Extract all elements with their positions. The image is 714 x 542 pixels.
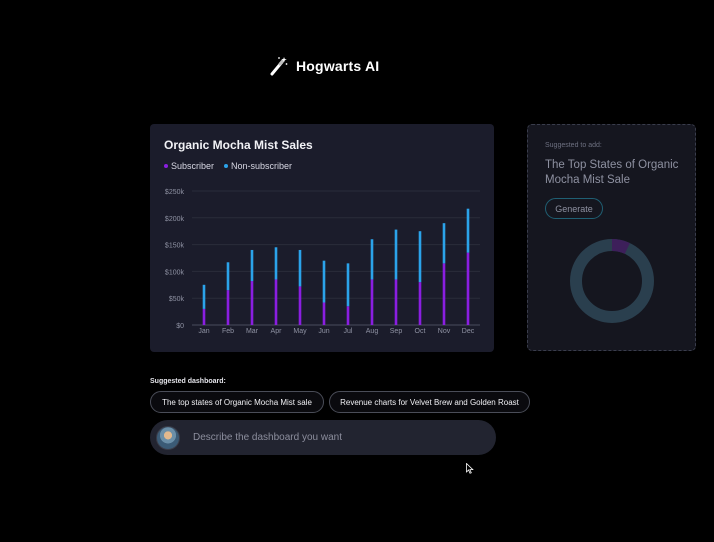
avatar[interactable] [156, 425, 180, 450]
bar-non-subscriber [418, 231, 422, 283]
bar-subscriber [442, 263, 446, 325]
legend-label-subscriber: Subscriber [171, 161, 215, 171]
bar-subscriber [394, 279, 398, 325]
donut-chart-preview [570, 239, 654, 323]
suggestion-chip-revenue-charts[interactable]: Revenue charts for Velvet Brew and Golde… [329, 391, 530, 413]
mouse-cursor-icon [466, 463, 474, 474]
bar-chart: $0 $50k $100k $150k $200k $250k Jan Feb Mar Apr Ma… [165, 189, 480, 335]
donut-segment [570, 239, 654, 323]
x-tick-label: Apr [271, 328, 283, 335]
bar-subscriber [322, 302, 326, 325]
x-tick-label: Nov [438, 328, 451, 335]
bar-subscriber [418, 282, 422, 325]
bar-subscriber [250, 281, 254, 325]
y-tick-label: $150k [165, 243, 185, 250]
x-tick-label: Oct [415, 328, 426, 335]
bar-non-subscriber [322, 260, 326, 303]
bar-subscriber [370, 279, 374, 325]
x-tick-label: Jun [318, 328, 329, 335]
x-tick-label: Jul [344, 328, 353, 335]
app-title: Hogwarts AI [296, 58, 380, 74]
bar-subscriber [202, 308, 206, 325]
bar-non-subscriber [466, 208, 470, 253]
sales-chart-card[interactable]: Organic Mocha Mist Sales Subscriber Non-… [150, 124, 494, 352]
bar-non-subscriber [274, 247, 278, 280]
y-tick-label: $200k [165, 216, 185, 223]
suggestion-label: Suggested to add: [545, 142, 602, 149]
bar-non-subscriber [370, 239, 374, 280]
bar-non-subscriber [394, 229, 398, 280]
bar-subscriber [346, 306, 350, 325]
bar-non-subscriber [442, 223, 446, 264]
y-tick-label: $0 [176, 323, 184, 330]
bar-subscriber [226, 290, 230, 325]
x-tick-label: Dec [462, 328, 475, 335]
chart-legend: Subscriber Non-subscriber [164, 161, 292, 171]
legend-item-subscriber: Subscriber [164, 161, 214, 171]
bar-non-subscriber [226, 262, 230, 291]
suggested-dashboard-label: Suggested dashboard: [150, 378, 226, 385]
dashboard-prompt-input[interactable] [191, 431, 485, 444]
prompt-bar[interactable] [150, 420, 496, 455]
y-tick-label: $100k [165, 269, 185, 276]
suggestion-chip-top-states[interactable]: The top states of Organic Mocha Mist sal… [150, 391, 324, 413]
donut-track [570, 239, 654, 323]
x-tick-label: May [293, 328, 307, 335]
legend-label-non-subscriber: Non-subscriber [231, 161, 293, 171]
legend-item-non-subscriber: Non-subscriber [224, 161, 292, 171]
bar-non-subscriber [346, 263, 350, 307]
x-tick-label: Feb [222, 328, 234, 335]
bar-subscriber [466, 252, 470, 325]
bar-subscriber [298, 286, 302, 325]
generate-button[interactable]: Generate [545, 198, 603, 219]
x-tick-label: Mar [246, 328, 259, 335]
bar-non-subscriber [298, 249, 302, 287]
y-tick-label: $50k [169, 296, 185, 303]
x-tick-label: Aug [366, 328, 379, 335]
x-tick-label: Sep [390, 328, 403, 335]
app-header: Hogwarts AI [268, 55, 379, 77]
bar-non-subscriber [202, 284, 206, 309]
legend-swatch-non-subscriber [224, 164, 229, 168]
y-tick-label: $250k [165, 189, 185, 196]
bar-subscriber [274, 279, 278, 325]
suggestion-title: The Top States of Organic Mocha Mist Sal… [545, 159, 679, 186]
bar-non-subscriber [250, 249, 254, 282]
magic-wand-icon [270, 57, 288, 76]
suggestion-card: Suggested to add: The Top States of Orga… [527, 124, 696, 351]
chart-title: Organic Mocha Mist Sales [164, 138, 313, 152]
legend-swatch-subscriber [164, 164, 168, 168]
x-tick-label: Jan [198, 328, 209, 335]
